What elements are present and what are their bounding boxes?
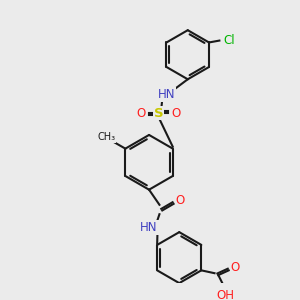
Text: O: O — [172, 107, 181, 120]
Text: O: O — [176, 194, 185, 207]
Text: OH: OH — [217, 289, 235, 300]
Text: O: O — [136, 107, 145, 120]
Text: Cl: Cl — [223, 34, 235, 47]
Text: S: S — [154, 107, 163, 120]
Text: CH₃: CH₃ — [98, 132, 116, 142]
Text: HN: HN — [158, 88, 176, 101]
Text: O: O — [231, 261, 240, 274]
Text: HN: HN — [140, 221, 158, 234]
